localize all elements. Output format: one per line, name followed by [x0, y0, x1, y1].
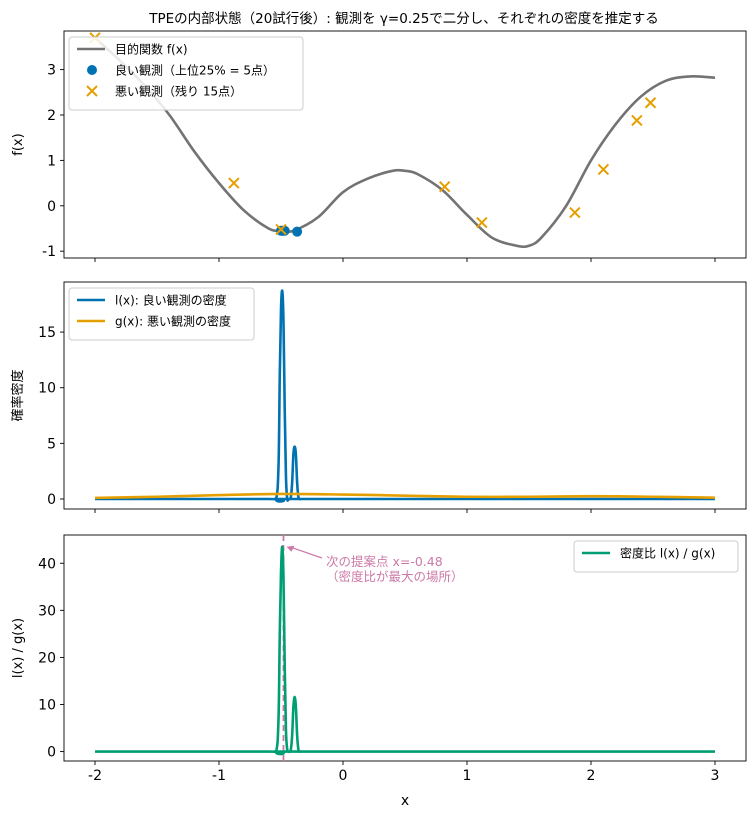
y-tick-label: 20	[38, 650, 56, 666]
plot-frame	[63, 281, 747, 510]
y-axis-label: f(x)	[11, 133, 26, 155]
chart-title: TPEの内部状態（20試行後）: 観測を γ=0.25で二分し、それぞれの密度を…	[148, 10, 659, 27]
bad-observation-point	[228, 177, 240, 189]
legend-marker-bad	[86, 85, 98, 97]
legend-label: l(x): 良い観測の密度	[115, 293, 227, 308]
annotation-arrow	[292, 547, 323, 559]
legend-label: 良い観測（上位25% = 5点）	[115, 63, 275, 78]
y-tick-label: 3	[47, 63, 56, 79]
x-tick-label: -2	[88, 768, 102, 784]
panel-objective: -1 0 1 2 3 f(x) 目的関数 f(x) 良い観測（上位25% = 5点） 悪い観測（…	[11, 30, 747, 262]
series-line-0	[95, 289, 715, 503]
bad-observation-point	[275, 223, 287, 236]
y-tick-label: 0	[47, 745, 56, 761]
x-tick-label: 0	[339, 768, 348, 784]
x-tick-label: 3	[711, 768, 720, 784]
y-tick-label: 10	[38, 698, 56, 714]
legend-label: 密度比 l(x) / g(x)	[620, 546, 715, 561]
plot-frame	[63, 30, 747, 259]
bad-observation-point	[631, 114, 643, 127]
y-tick-label: -1	[42, 244, 56, 260]
y-tick-label: 15	[38, 325, 56, 341]
series-line-0	[95, 545, 715, 756]
series-line-1	[94, 492, 716, 500]
bad-observation-point	[597, 163, 610, 176]
bad-observation-point	[476, 216, 488, 229]
legend-marker-good	[87, 65, 97, 75]
x-tick-label: 1	[463, 768, 472, 784]
plot-area	[95, 535, 715, 761]
y-tick-label: 2	[47, 108, 56, 124]
x-tick-label: -1	[212, 768, 226, 784]
y-tick-label: 40	[38, 556, 56, 572]
annotation-arrowhead	[286, 545, 295, 552]
bad-observation-point	[438, 181, 451, 193]
y-axis-label: 確率密度	[10, 369, 26, 421]
y-tick-label: 0	[47, 199, 56, 215]
panel-density: 0 5 10 15 確率密度 l(x): 良い観測の密度 g(x): 悪い観測の密度	[10, 281, 747, 513]
series-line-0	[94, 36, 716, 249]
bad-observation-point	[569, 206, 581, 219]
annotation-text-line2: （密度比が最大の場所）	[326, 569, 464, 584]
legend-box	[573, 540, 739, 573]
bad-observation-point	[644, 97, 657, 109]
annotation-text-line1: 次の提案点 x=-0.48	[326, 554, 443, 569]
x-tick-label: 2	[587, 768, 596, 784]
y-tick-label: 0	[47, 492, 56, 508]
y-axis-label: l(x) / g(x)	[11, 618, 26, 678]
legend-box	[68, 36, 304, 111]
y-tick-label: 10	[38, 381, 56, 397]
legend-label: 目的関数 f(x)	[115, 42, 188, 57]
legend-label: 悪い観測（残り 15点）	[115, 85, 242, 99]
legend-label: g(x): 悪い観測の密度	[115, 314, 231, 329]
y-tick-label: 1	[47, 153, 56, 169]
plot-frame	[63, 534, 747, 762]
good-observation-point	[292, 226, 303, 237]
y-tick-label: 30	[38, 603, 56, 619]
y-tick-label: 5	[47, 436, 56, 452]
legend-box	[68, 287, 255, 341]
plot-area	[94, 289, 716, 503]
x-axis-label: x	[401, 793, 409, 809]
